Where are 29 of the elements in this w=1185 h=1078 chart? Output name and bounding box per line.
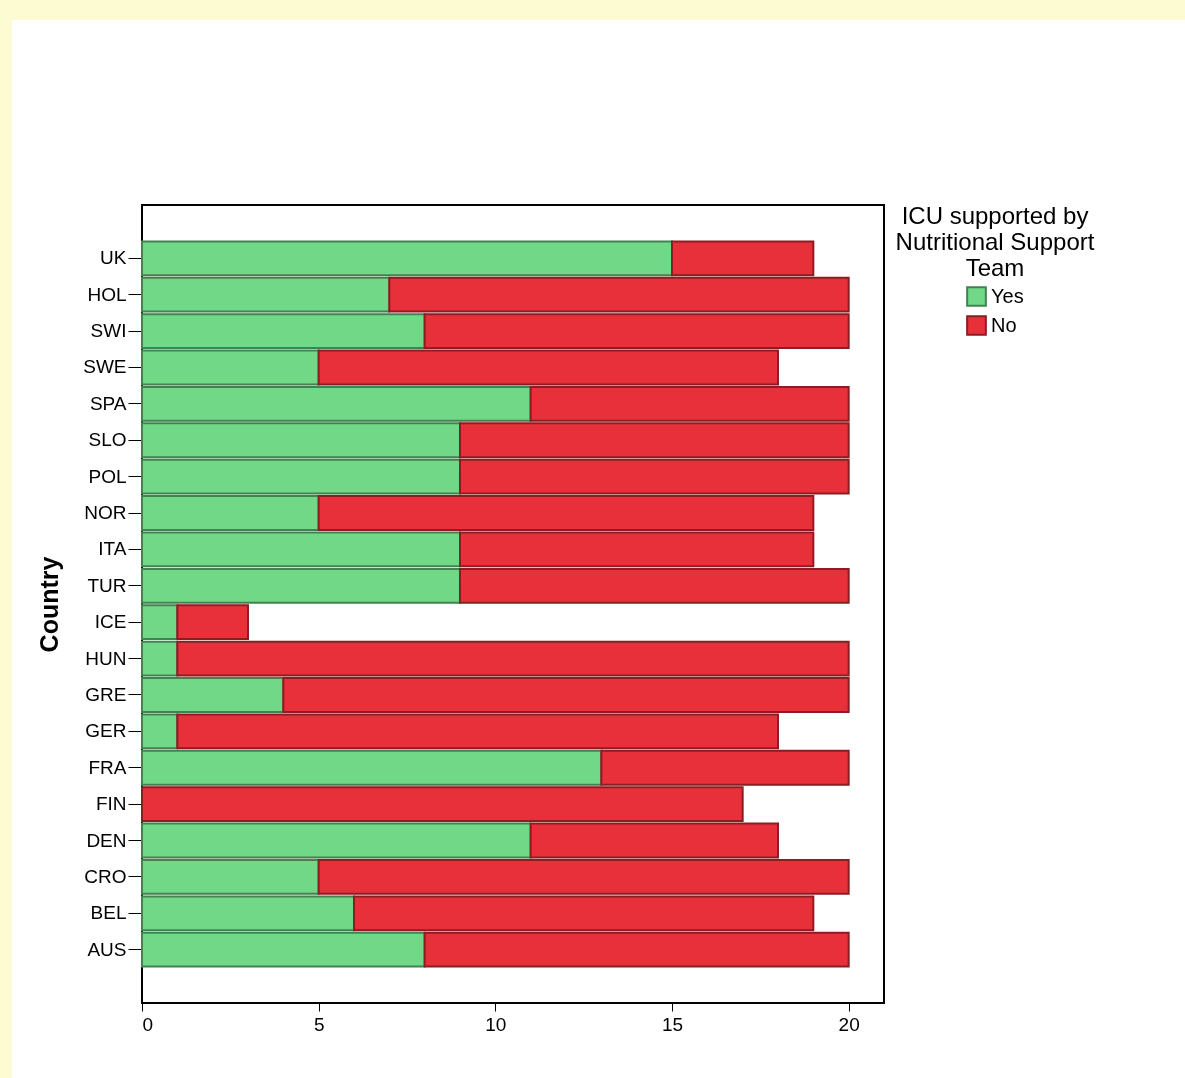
y-tick-label: SWE — [83, 356, 127, 378]
y-tick-label: NOR — [84, 502, 127, 524]
y-tick-label: ITA — [98, 538, 127, 560]
legend-label: Yes — [991, 284, 1024, 307]
legend-title: ICU supported by Nutritional Support Team — [895, 202, 1095, 281]
x-tick-label: 15 — [661, 1013, 684, 1035]
y-tick-label: FRA — [88, 756, 127, 778]
y-tick-label: AUS — [87, 938, 127, 960]
y-axis-title: Country — [35, 556, 64, 653]
y-tick-label: ICE — [94, 611, 127, 633]
y-tick-label: HOL — [87, 283, 127, 305]
y-tick-label: UK — [100, 247, 127, 269]
x-tick-label: 5 — [313, 1013, 325, 1035]
x-tick-label: 10 — [485, 1013, 507, 1035]
y-tick-label: CRO — [84, 865, 127, 887]
y-tick-label: GER — [85, 720, 127, 742]
y-tick-label: HUN — [85, 647, 127, 669]
y-tick-label: DEN — [86, 829, 127, 851]
y-tick-label: POL — [88, 465, 127, 487]
legend-label: No — [991, 313, 1017, 336]
y-tick-label: SLO — [88, 429, 127, 451]
x-tick-label: 0 — [142, 1013, 154, 1035]
x-tick-label: 20 — [838, 1013, 860, 1035]
y-tick-label: GRE — [85, 683, 127, 705]
y-tick-label: SWI — [90, 320, 127, 342]
y-tick-label: SPA — [89, 392, 127, 414]
y-tick-label: BEL — [90, 902, 127, 924]
y-tick-label: FIN — [95, 793, 127, 815]
y-tick-label: TUR — [87, 574, 127, 596]
